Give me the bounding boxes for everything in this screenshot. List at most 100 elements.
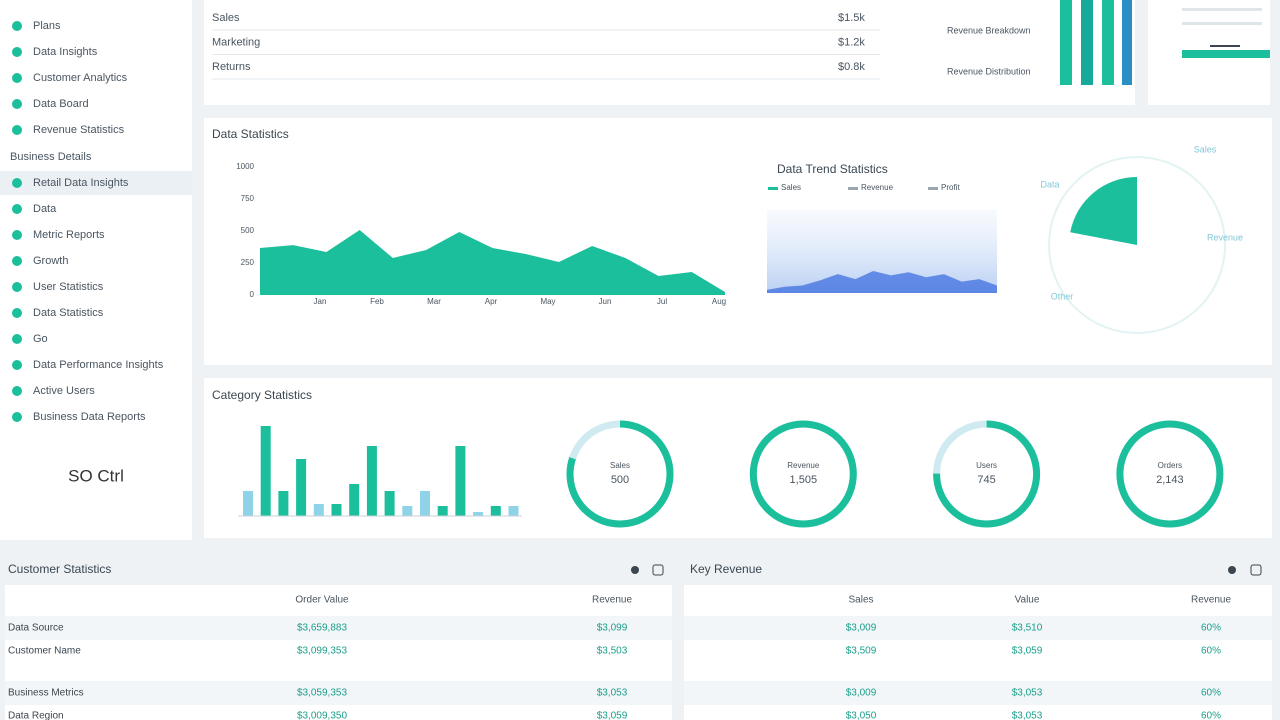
bar: [437, 506, 448, 516]
table-cell: $3,053: [1012, 711, 1043, 720]
table-cell: 60%: [1201, 646, 1221, 657]
breakdown-label: Revenue Distribution: [947, 66, 1031, 76]
menu-item[interactable]: Data Insights: [33, 46, 98, 58]
bar: [384, 491, 395, 516]
pie-annotation: Sales: [1194, 144, 1217, 154]
gauge-value: 1,505: [790, 474, 818, 486]
table-cell: $3,509: [846, 646, 877, 657]
summary-card: [204, 0, 1135, 105]
sidebar: [0, 0, 192, 540]
menu-icon: [12, 21, 22, 31]
decor: [1182, 22, 1262, 25]
area: [767, 270, 997, 293]
pie-annotation: Other: [1051, 291, 1074, 301]
menu-icon: [12, 412, 22, 422]
menu-item[interactable]: Revenue Statistics: [33, 124, 125, 136]
table-cell: 60%: [1201, 688, 1221, 699]
legend-label: Revenue: [861, 183, 894, 192]
menu-icon: [12, 204, 22, 214]
bar: [296, 459, 307, 516]
y-tick-label: 0: [250, 290, 255, 299]
menu-item[interactable]: Data: [33, 203, 57, 215]
menu-item[interactable]: Business Data Reports: [33, 411, 146, 423]
table-cell: $3,009,350: [297, 711, 347, 720]
table-cell: 60%: [1201, 711, 1221, 720]
icon[interactable]: [631, 566, 639, 574]
x-tick-label: Aug: [712, 297, 726, 306]
row-band: [684, 616, 1272, 640]
sidebar-footer: SO Ctrl: [68, 466, 124, 485]
legend-swatch: [928, 187, 938, 190]
table-cell: $3,009: [846, 623, 877, 634]
menu-item[interactable]: Data Board: [33, 98, 89, 110]
table-cell: Customer Name: [8, 646, 81, 657]
menu-item[interactable]: Metric Reports: [33, 229, 105, 241]
column-header: Value: [1015, 595, 1040, 606]
menu-icon: [12, 308, 22, 318]
summary-label: Marketing: [212, 36, 260, 48]
table-title: Key Revenue: [690, 562, 762, 576]
icon[interactable]: [1228, 566, 1236, 574]
menu-icon: [12, 178, 22, 188]
menu-icon: [12, 125, 22, 135]
pie-slice: [1070, 177, 1137, 245]
table-cell: $3,050: [846, 711, 877, 720]
menu-item[interactable]: Data Statistics: [33, 307, 104, 319]
y-tick-label: 500: [241, 226, 255, 235]
bar: [349, 484, 360, 516]
gauge-arc: [749, 420, 857, 528]
bar: [313, 504, 324, 516]
menu-icon: [12, 334, 22, 344]
menu-icon: [12, 73, 22, 83]
menu-item[interactable]: Go: [33, 333, 48, 345]
pie-annotation: Data: [1040, 179, 1059, 189]
bar: [508, 506, 519, 516]
icon[interactable]: [652, 564, 664, 576]
overview-card: [204, 118, 1272, 365]
row-band: [684, 681, 1272, 705]
y-tick-label: 750: [241, 194, 255, 203]
menu-item[interactable]: Retail Data Insights: [33, 177, 129, 189]
pie-annotation: Revenue: [1207, 232, 1243, 242]
x-tick-label: Jul: [657, 297, 667, 306]
legend-label: Profit: [941, 183, 960, 192]
menu-section: Business Details: [10, 151, 92, 163]
chart-title: Data Trend Statistics: [777, 162, 888, 176]
table-cell: Data Region: [8, 711, 64, 720]
bar: [420, 491, 430, 516]
bar: [243, 491, 253, 516]
decor: [1122, 0, 1132, 85]
decor: [1210, 45, 1240, 47]
table-cell: 60%: [1201, 623, 1221, 634]
menu-item[interactable]: Plans: [33, 20, 61, 32]
table-cell: $3,053: [597, 688, 628, 699]
x-tick-label: May: [540, 297, 555, 306]
menu-item[interactable]: Data Performance Insights: [33, 359, 164, 371]
gauge-value: 500: [611, 474, 629, 486]
summary-label: Returns: [212, 61, 251, 73]
bar: [366, 446, 377, 516]
menu-item[interactable]: Growth: [33, 255, 68, 267]
column-header: Revenue: [1191, 595, 1231, 606]
icon[interactable]: [1250, 564, 1262, 576]
menu-icon: [12, 230, 22, 240]
x-tick-label: Apr: [485, 297, 498, 306]
card-title: Category Statistics: [212, 388, 312, 402]
decor: [1060, 0, 1072, 85]
table-cell: $3,059,353: [297, 688, 347, 699]
menu-item[interactable]: User Statistics: [33, 281, 104, 293]
menu-item[interactable]: Active Users: [33, 385, 95, 397]
category-card: [204, 378, 1272, 538]
bar: [473, 512, 484, 516]
decor: [1102, 0, 1114, 85]
summary-label: Sales: [212, 12, 240, 24]
gauge-label: Orders: [1158, 461, 1182, 470]
gauge-label: Users: [976, 461, 997, 470]
menu-item[interactable]: Customer Analytics: [33, 72, 128, 84]
row-band: [5, 681, 672, 705]
summary-value: $0.8k: [838, 61, 865, 73]
sidebar-active: [0, 171, 192, 195]
table-cell: $3,510: [1012, 623, 1043, 634]
bar: [260, 426, 271, 516]
